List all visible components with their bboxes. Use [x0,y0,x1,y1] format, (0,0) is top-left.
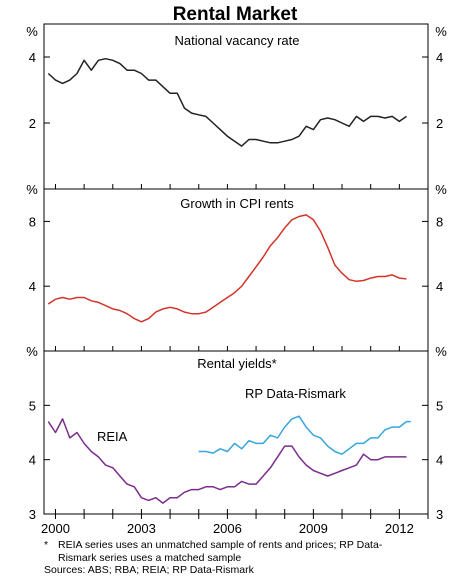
footnote-reia-cont: Rismark series uses a matched sample [44,552,454,565]
y-tick-label-right: 2 [436,116,443,131]
x-tick-label: 2012 [385,521,414,536]
chart-marks: 2 2 4 4 4 4 8 8 3 3 4 4 5 5 2000 2003 2006 2009 2012 [29,23,443,536]
x-tick-label: 2003 [127,521,156,536]
x-tick-label: 2006 [213,521,242,536]
chart-title: Rental Market [173,4,298,25]
panel-vacancy-rate: National vacancy rate % % [26,24,447,48]
x-tick-label: 2000 [41,521,70,536]
y-tick-label-right: 4 [436,50,443,65]
panel-frame-1 [43,188,429,352]
series-label-reia: REIA [97,429,128,444]
unit-right-yields: % [435,344,447,359]
y-tick-label-right: 5 [436,398,443,413]
y-tick-label-left: 5 [29,398,36,413]
series-line-2-0 [47,418,407,504]
unit-left-cpi: % [26,182,38,197]
series-line-1-0 [47,214,407,323]
y-tick-label-right: 4 [436,279,443,294]
footnote-marker: * [44,539,49,551]
y-tick-label-left: 2 [29,116,36,131]
y-tick-label-left: 8 [29,214,36,229]
footnote-text-line1: REIA series uses an unmatched sample of … [58,539,383,551]
unit-left-yields: % [26,344,38,359]
panel-frame-0 [43,23,429,190]
unit-left-vacancy: % [26,24,38,39]
footnote-text-line2: Rismark series uses a matched sample [58,551,242,564]
y-tick-label-left: 4 [29,50,36,65]
y-tick-label-right: 4 [436,453,443,468]
unit-right-vacancy: % [435,24,447,39]
y-tick-label-right: 8 [436,214,443,229]
panel-title-vacancy: National vacancy rate [174,33,299,48]
panel-cpi-rents: Growth in CPI rents % % [26,182,447,211]
y-tick-label-left: 4 [29,453,36,468]
y-tick-label-left: 4 [29,279,36,294]
panel-title-yields: Rental yields* [197,356,277,371]
series-label-rp-data: RP Data-Rismark [245,386,346,401]
footnotes: * REIA series uses an unmatched sample o… [44,539,454,577]
footnote-reia: * REIA series uses an unmatched sample o… [44,539,454,552]
y-tick-label-left: 3 [29,507,36,522]
x-tick-label: 2009 [299,521,328,536]
panel-rental-yields: Rental yields* % % REIA RP Data-Rismark [26,344,447,444]
panel-frame-2 [43,350,429,515]
unit-right-cpi: % [435,182,447,197]
panel-title-cpi: Growth in CPI rents [180,196,294,211]
series-line-0-0 [47,57,407,147]
y-tick-label-right: 3 [436,507,443,522]
series-line-2-1 [198,415,411,455]
sources-line: Sources: ABS; RBA; REIA; RP Data-Rismark [44,564,254,576]
